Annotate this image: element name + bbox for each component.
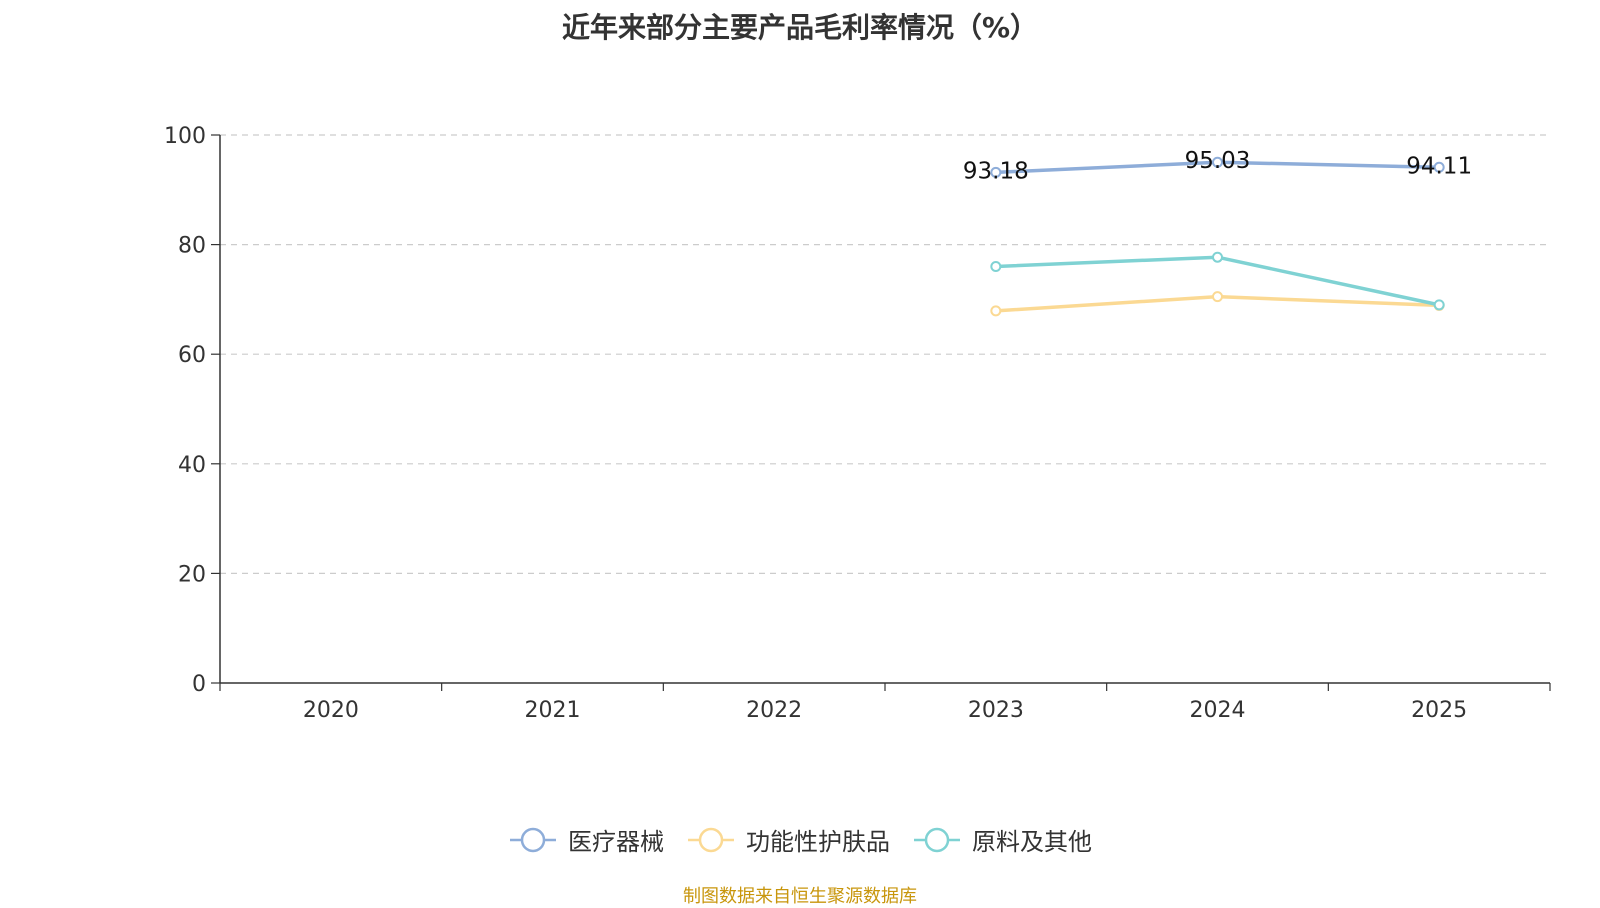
data-point: [1212, 251, 1223, 263]
data-point: [990, 261, 1002, 273]
legend: 医疗器械 功能性护肤品 原料及其他: [0, 822, 1600, 857]
y-tick-label: 0: [192, 672, 206, 697]
source-note: 制图数据来自恒生聚源数据库: [683, 886, 917, 907]
legend-marker-icon: [914, 827, 960, 852]
legend-marker-icon: [688, 827, 734, 852]
legend-label: 医疗器械: [568, 828, 664, 856]
x-tick-label: 2021: [525, 698, 581, 723]
chart-title: 近年来部分主要产品毛利率情况（%）: [561, 11, 1039, 44]
legend-label: 原料及其他: [972, 828, 1092, 856]
legend-item[interactable]: 医疗器械: [508, 822, 664, 857]
data-point: [1433, 299, 1445, 311]
x-tick-label: 2024: [1190, 698, 1246, 723]
data-label: 93.18: [963, 158, 1029, 184]
x-tick-label: 2020: [303, 698, 359, 723]
y-tick-label: 80: [178, 234, 206, 259]
data-point: [1433, 161, 1445, 173]
y-tick-label: 20: [178, 562, 206, 587]
data-point: [1212, 291, 1223, 303]
legend-item[interactable]: 原料及其他: [912, 822, 1092, 857]
data-point: [990, 305, 1002, 317]
y-tick-label: 40: [178, 453, 206, 478]
y-tick-label: 60: [178, 343, 206, 368]
legend-label: 功能性护肤品: [746, 828, 890, 856]
legend-marker-icon: [510, 827, 556, 852]
data-point: [990, 166, 1002, 178]
x-tick-label: 2023: [968, 698, 1024, 723]
y-tick-label: 100: [164, 124, 206, 149]
x-tick-label: 2022: [746, 698, 802, 723]
x-tick-label: 2025: [1411, 698, 1467, 723]
data-label: 95.03: [1185, 148, 1251, 174]
data-point: [1212, 156, 1223, 168]
data-label: 94.11: [1406, 153, 1472, 179]
legend-item[interactable]: 功能性护肤品: [686, 822, 890, 857]
